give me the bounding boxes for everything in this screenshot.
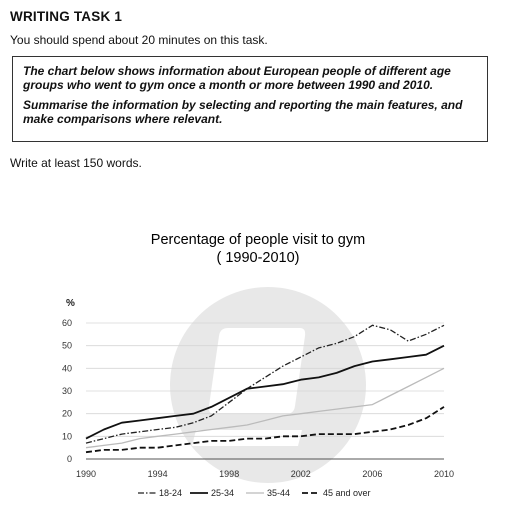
- x-tick-1990: 1990: [76, 469, 96, 479]
- x-tick-2010: 2010: [434, 469, 454, 479]
- x-tick-2002: 2002: [291, 469, 311, 479]
- series-lines: [85, 324, 445, 454]
- x-tick-1998: 1998: [219, 469, 239, 479]
- legend-label-0: 18-24: [159, 488, 182, 498]
- page-heading: WRITING TASK 1: [10, 9, 123, 24]
- y-tick-60: 60: [62, 318, 72, 328]
- y-tick-40: 40: [62, 363, 72, 373]
- series-line-45-and-over: [85, 406, 445, 454]
- y-tick-labels: 0 10 20 30 40 50 60: [62, 318, 72, 464]
- x-tick-2006: 2006: [362, 469, 382, 479]
- word-count-note: Write at least 150 words.: [10, 156, 142, 170]
- y-tick-50: 50: [62, 341, 72, 351]
- legend-label-2: 35-44: [267, 488, 290, 498]
- series-line-35-44: [85, 367, 445, 449]
- task-box: The chart below shows information about …: [12, 56, 488, 142]
- task-description: The chart below shows information about …: [23, 64, 451, 92]
- task-directive: Summarise the information by selecting a…: [23, 98, 463, 126]
- y-tick-20: 20: [62, 409, 72, 419]
- chart-subtitle: ( 1990-2010): [216, 250, 299, 266]
- y-tick-0: 0: [67, 454, 72, 464]
- y-axis-label: %: [66, 298, 75, 309]
- legend-label-1: 25-34: [211, 488, 234, 498]
- legend-label-3: 45 and over: [323, 488, 371, 498]
- chart-title: Percentage of people visit to gym: [151, 232, 365, 248]
- line-chart: Percentage of people visit to gym ( 1990…: [62, 232, 454, 498]
- legend: 18-24 25-34 35-44 45 and over: [138, 488, 371, 498]
- instruction-text: You should spend about 20 minutes on thi…: [10, 33, 268, 47]
- x-tick-labels: 1990 1994 1998 2002 2006 2010: [76, 469, 454, 479]
- series-line-18-24: [85, 324, 445, 444]
- x-tick-1994: 1994: [148, 469, 168, 479]
- series-line-25-34: [85, 344, 445, 440]
- grid-lines: [86, 322, 444, 460]
- y-tick-10: 10: [62, 431, 72, 441]
- watermark-logo: [170, 287, 366, 483]
- y-tick-30: 30: [62, 386, 72, 396]
